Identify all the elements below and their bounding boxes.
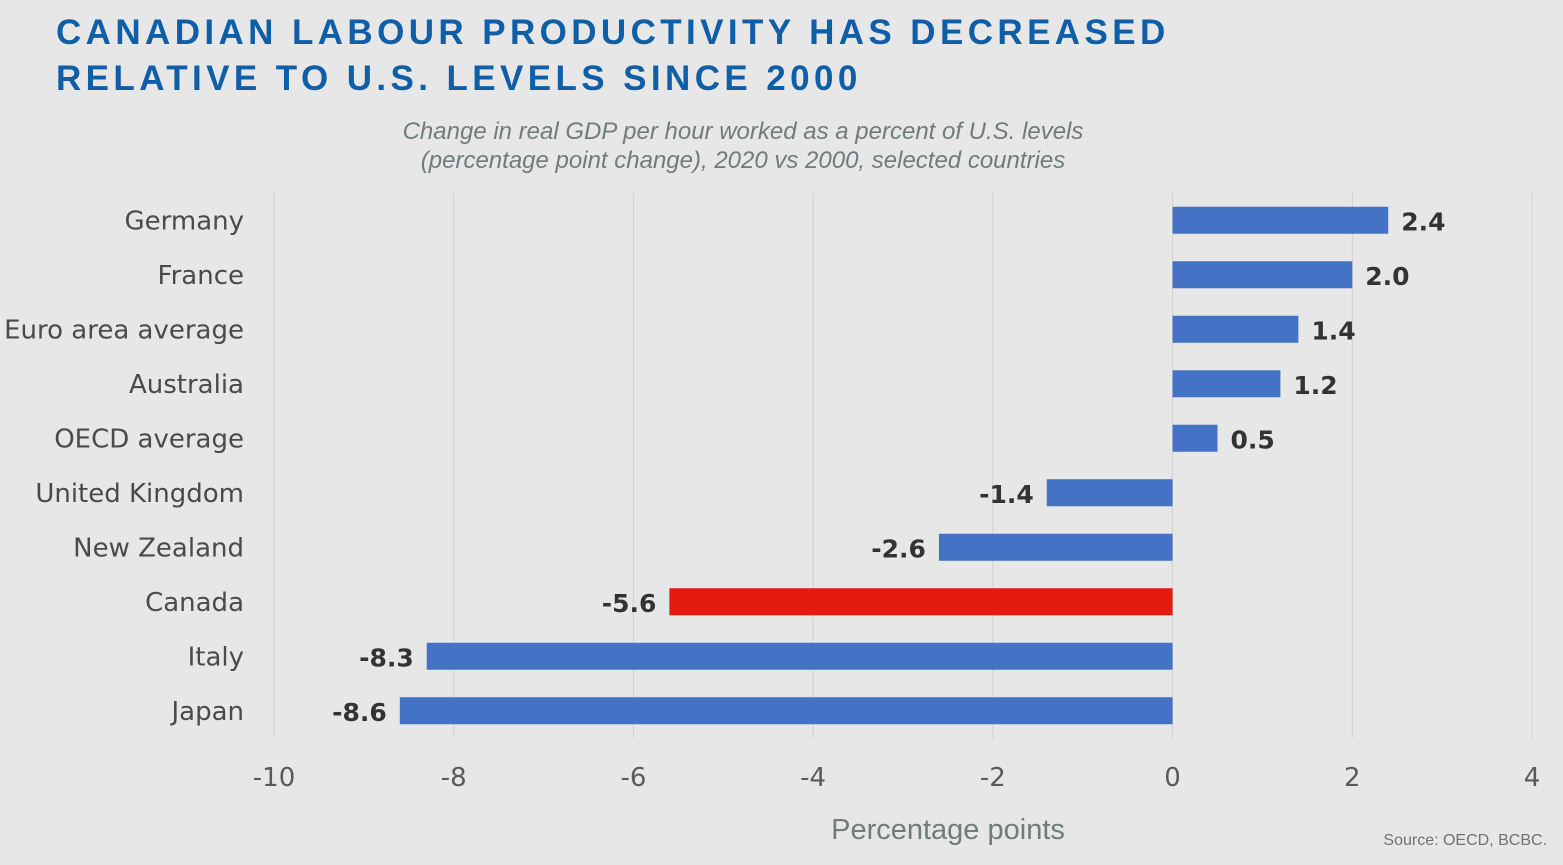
- bar-highlight: [669, 588, 1173, 616]
- bar: [1172, 206, 1389, 234]
- data-label: -2.6: [871, 534, 926, 563]
- category-label: New Zealand: [73, 533, 244, 563]
- x-tick-label: 0: [1164, 763, 1181, 793]
- category-label: Euro area average: [4, 315, 244, 345]
- chart-subtitle-line-1: Change in real GDP per hour worked as a …: [402, 118, 1084, 145]
- chart-title-line-1: CANADIAN LABOUR PRODUCTIVITY HAS DECREAS…: [56, 13, 1170, 52]
- source-note: Source: OECD, BCBC.: [1383, 832, 1547, 849]
- x-tick-label: -8: [441, 763, 467, 793]
- bar: [1172, 424, 1218, 452]
- data-label: 1.2: [1293, 371, 1337, 400]
- chart-title: CANADIAN LABOUR PRODUCTIVITY HAS DECREAS…: [56, 10, 1170, 102]
- x-tick-label: -2: [980, 763, 1006, 793]
- data-label: 1.4: [1311, 316, 1355, 345]
- bar: [1172, 261, 1353, 289]
- category-label: France: [158, 261, 244, 291]
- category-label: Canada: [145, 588, 244, 618]
- chart-title-line-2: RELATIVE TO U.S. LEVELS SINCE 2000: [56, 59, 862, 98]
- data-label: -1.4: [979, 480, 1034, 509]
- category-label: Australia: [129, 370, 244, 400]
- x-tick-label: 2: [1344, 763, 1361, 793]
- x-tick-label: -4: [800, 763, 826, 793]
- data-label: 0.5: [1231, 425, 1275, 454]
- bar: [426, 642, 1173, 670]
- x-tick-label: 4: [1524, 763, 1541, 793]
- category-label: Germany: [124, 206, 244, 236]
- bar: [938, 533, 1173, 561]
- category-label: OECD average: [54, 424, 244, 454]
- data-label: 2.0: [1365, 262, 1409, 291]
- bar: [399, 697, 1173, 725]
- data-label: -8.3: [359, 643, 414, 672]
- bar: [1172, 370, 1281, 398]
- x-tick-label: -6: [620, 763, 646, 793]
- category-label: Italy: [188, 642, 244, 672]
- category-label: United Kingdom: [35, 479, 244, 509]
- x-axis-label: Percentage points: [831, 814, 1065, 846]
- data-label: -8.6: [332, 698, 387, 727]
- bar: [1046, 479, 1173, 507]
- x-tick-label: -10: [253, 763, 295, 793]
- data-label: 2.4: [1401, 207, 1445, 236]
- data-label: -5.6: [602, 589, 657, 618]
- bar: [1172, 315, 1299, 343]
- chart-subtitle: Change in real GDP per hour worked as a …: [0, 117, 1486, 175]
- category-label: Japan: [169, 697, 244, 727]
- chart-subtitle-line-2: (percentage point change), 2020 vs 2000,…: [420, 147, 1066, 174]
